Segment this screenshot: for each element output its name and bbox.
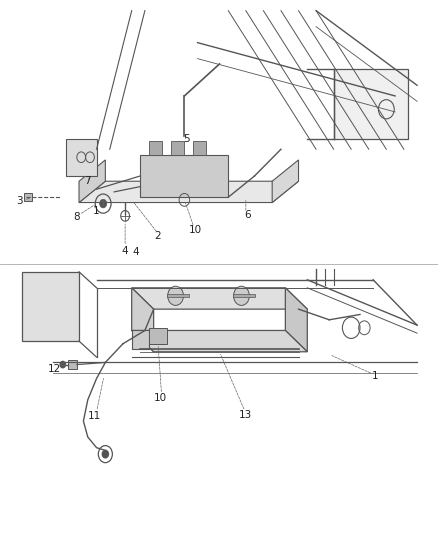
FancyBboxPatch shape [149,328,166,344]
Polygon shape [131,288,153,352]
Circle shape [99,199,106,208]
Text: 10: 10 [153,393,166,403]
Text: 8: 8 [73,213,80,222]
Polygon shape [232,294,254,297]
Text: 12: 12 [48,365,61,374]
Polygon shape [166,294,188,297]
Circle shape [60,361,65,368]
Polygon shape [22,272,79,341]
Text: 3: 3 [16,196,23,206]
Text: 2: 2 [154,231,161,240]
Circle shape [167,286,183,305]
Polygon shape [285,288,307,352]
Polygon shape [68,360,77,369]
Polygon shape [272,160,298,203]
Text: 6: 6 [244,210,251,220]
Polygon shape [79,181,298,203]
Polygon shape [131,330,149,349]
Text: 13: 13 [239,410,252,419]
Text: 11: 11 [88,411,101,421]
Circle shape [233,286,249,305]
Text: 10: 10 [188,225,201,235]
Text: 4: 4 [121,246,128,255]
Circle shape [102,450,108,458]
Text: 1: 1 [371,371,378,381]
FancyBboxPatch shape [66,139,96,176]
Text: 5: 5 [183,134,190,143]
Polygon shape [24,193,32,201]
FancyBboxPatch shape [171,141,184,155]
Polygon shape [79,160,105,203]
FancyBboxPatch shape [333,69,407,139]
Polygon shape [131,330,307,352]
Text: 4: 4 [132,247,139,256]
Polygon shape [131,288,307,309]
Text: 7: 7 [84,176,91,186]
FancyBboxPatch shape [140,155,228,197]
Text: 1: 1 [93,206,100,215]
FancyBboxPatch shape [149,141,162,155]
FancyBboxPatch shape [193,141,206,155]
